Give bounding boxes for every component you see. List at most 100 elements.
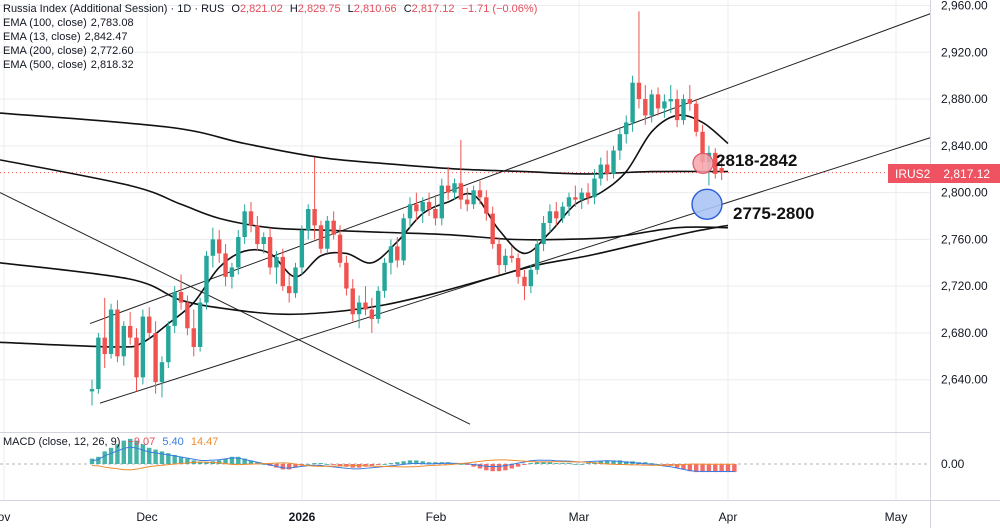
candle-body [159, 362, 165, 383]
indicator-row[interactable]: EMA (500, close) 2,818.32 [3, 59, 134, 71]
candle-body [280, 256, 285, 287]
macd-histogram-bar [395, 462, 400, 464]
candle [274, 251, 279, 284]
last-price-tag: IRUS2 2,817.12 [888, 164, 1000, 183]
candle-body [496, 244, 502, 266]
macd-histogram-bar [662, 464, 667, 465]
price-tag-value: 2,817.12 [943, 166, 991, 181]
candle [242, 204, 247, 245]
candle [662, 94, 667, 118]
candle-body [668, 99, 673, 102]
candle-body [617, 134, 623, 151]
candle [541, 216, 546, 252]
candle-body [566, 197, 572, 207]
candle [452, 178, 457, 200]
candle-body [325, 220, 330, 249]
candle-body [382, 262, 387, 291]
candle-body [611, 150, 616, 174]
candle-body [484, 197, 489, 214]
candle-body [414, 204, 419, 212]
macd-histogram-bar [694, 464, 699, 473]
candle [223, 244, 228, 287]
candle-body [388, 246, 394, 263]
legend: Russia Index (Additional Session) · 1D ·… [3, 2, 537, 72]
candle [306, 204, 311, 240]
candle [382, 258, 387, 298]
ema-line [0, 224, 729, 316]
candle-body [89, 389, 95, 392]
candle [312, 157, 317, 240]
macd-histogram-bar [134, 440, 139, 464]
candle-body [331, 220, 336, 235]
candle [325, 216, 330, 254]
macd-histogram-bar [325, 464, 330, 465]
indicator-row[interactable]: EMA (200, close) 2,772.60 [3, 45, 134, 57]
candle-body [554, 211, 559, 219]
candle-body [433, 208, 438, 219]
candle-body [96, 337, 101, 390]
indicator-row[interactable]: EMA (13, close) 2,842.47 [3, 31, 128, 43]
candle-body [191, 328, 196, 347]
candle-body [204, 255, 209, 303]
macd-histogram-value: 14.47 [190, 436, 219, 448]
candle-body [318, 225, 324, 249]
candle-body [592, 178, 597, 198]
candle-body [217, 239, 222, 254]
candle [280, 248, 285, 291]
candle [108, 303, 114, 359]
candle [217, 230, 222, 263]
candle [210, 227, 216, 268]
x-tick-label: ov [0, 510, 10, 524]
macd-histogram-bar [503, 464, 508, 471]
candle-body [547, 211, 553, 224]
candle-body [585, 192, 591, 198]
candle-body [426, 201, 432, 209]
y-tick-label: 2,880.00 [941, 92, 988, 106]
macd-histogram-bar [414, 460, 419, 464]
macd-histogram-bar [140, 444, 146, 464]
macd-histogram-bar [388, 463, 394, 464]
macd-signal-value: 5.40 [162, 436, 184, 448]
candle-body [401, 218, 406, 261]
macd-histogram-bar [471, 464, 476, 467]
candle [522, 269, 527, 301]
macd-histogram-bar [655, 464, 661, 465]
candle-body [515, 258, 521, 277]
candlesticks [89, 11, 724, 406]
indicator-row[interactable]: EMA (100, close) 2,783.08 [3, 17, 134, 29]
candle [191, 309, 196, 357]
candle-body [471, 190, 476, 205]
macd-histogram-bar [293, 464, 298, 468]
candle [554, 201, 559, 226]
candle [681, 94, 686, 125]
candle [490, 206, 495, 249]
candle [299, 225, 305, 275]
candle-body [528, 269, 534, 287]
candle-body [573, 197, 578, 200]
macd-histogram-bar [515, 464, 521, 467]
macd-histogram-bar [280, 464, 285, 470]
candle-body [407, 204, 413, 219]
macd-histogram-bar [598, 461, 603, 464]
candle [376, 286, 381, 324]
macd-histogram-bar [554, 463, 559, 464]
macd-value: −9.07 [127, 436, 156, 448]
candle [127, 311, 133, 345]
macd-histogram-bar [433, 462, 438, 464]
candle [426, 192, 432, 216]
candle [395, 237, 400, 268]
candle-body [535, 244, 540, 270]
candle [115, 300, 120, 363]
candle [439, 178, 444, 226]
candle [458, 139, 464, 209]
candle-body [369, 309, 375, 319]
macd-legend[interactable]: MACD (close, 12, 26, 9) −9.07 5.40 14.47 [3, 436, 218, 448]
trendline [99, 137, 930, 404]
macd-histogram-bar [363, 464, 368, 467]
macd-histogram-bar [611, 460, 616, 464]
candle [185, 295, 190, 336]
candle [331, 211, 336, 240]
macd-histogram-bar [89, 458, 95, 464]
candle-body [178, 292, 184, 303]
